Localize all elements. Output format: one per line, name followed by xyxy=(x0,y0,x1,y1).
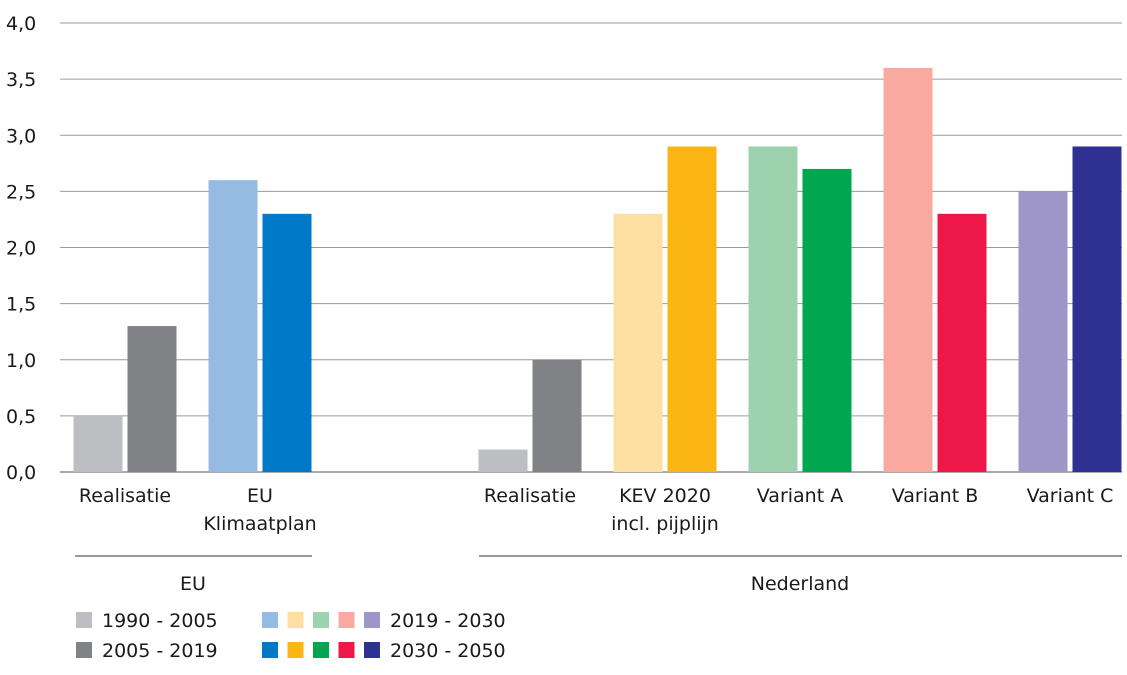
bar xyxy=(613,213,663,472)
legend-swatch xyxy=(313,612,329,628)
bar xyxy=(1018,191,1068,472)
category-labels: Realisatie EU Klimaatplan Realisatie KEV 202… xyxy=(79,485,1113,535)
group-label: EU xyxy=(180,573,206,595)
bar xyxy=(73,415,123,472)
bars xyxy=(73,67,1122,473)
legend-label: 2005 - 2019 xyxy=(102,640,218,662)
bar xyxy=(883,67,933,473)
bar xyxy=(532,359,582,472)
y-tick-label: 2,0 xyxy=(6,238,36,260)
category-label: Klimaatplan xyxy=(203,513,316,535)
legend-swatch xyxy=(262,642,278,658)
y-axis-ticks: 0,0 0,5 1,0 1,5 2,0 2,5 3,0 3,5 4,0 xyxy=(6,13,36,484)
category-label: Realisatie xyxy=(79,485,171,507)
y-tick-label: 1,0 xyxy=(6,350,36,372)
legend-swatch xyxy=(76,612,92,628)
y-tick-label: 1,5 xyxy=(6,294,36,316)
legend-swatch xyxy=(287,612,304,628)
y-tick-label: 0,5 xyxy=(6,406,36,428)
category-label: Variant B xyxy=(892,485,978,507)
legend-swatch xyxy=(76,642,92,658)
legend-swatch xyxy=(364,642,380,658)
category-label: Variant A xyxy=(757,485,843,507)
bar xyxy=(748,146,798,472)
legend-swatch xyxy=(364,612,380,628)
legend-label: 2019 - 2030 xyxy=(390,610,506,632)
legend-swatch xyxy=(338,612,355,628)
y-tick-label: 0,0 xyxy=(6,462,36,484)
bar xyxy=(667,146,717,472)
legend: 1990 - 2005 2005 - 2019 2019 - 2030 2030 - … xyxy=(76,610,506,662)
bar xyxy=(478,449,528,472)
group-labels: EU Nederland xyxy=(75,555,1122,595)
bar xyxy=(937,213,987,472)
group-label: Nederland xyxy=(751,573,850,595)
bar xyxy=(208,180,258,472)
legend-label: 2030 - 2050 xyxy=(390,640,506,662)
legend-swatch xyxy=(338,642,355,658)
category-label: Variant C xyxy=(1027,485,1114,507)
y-tick-label: 4,0 xyxy=(6,13,36,35)
category-label: incl. pijplijn xyxy=(611,513,719,535)
y-tick-label: 2,5 xyxy=(6,181,36,203)
legend-swatch xyxy=(313,642,329,658)
category-label: EU xyxy=(247,485,273,507)
legend-label: 1990 - 2005 xyxy=(102,610,218,632)
legend-swatch xyxy=(262,612,278,628)
category-label: KEV 2020 xyxy=(619,485,711,507)
bar xyxy=(1072,146,1122,472)
bar xyxy=(262,213,312,472)
y-tick-label: 3,0 xyxy=(6,125,36,147)
bar xyxy=(802,168,852,473)
bar xyxy=(127,326,177,472)
category-label: Realisatie xyxy=(484,485,576,507)
legend-swatch xyxy=(287,642,304,658)
y-tick-label: 3,5 xyxy=(6,69,36,91)
